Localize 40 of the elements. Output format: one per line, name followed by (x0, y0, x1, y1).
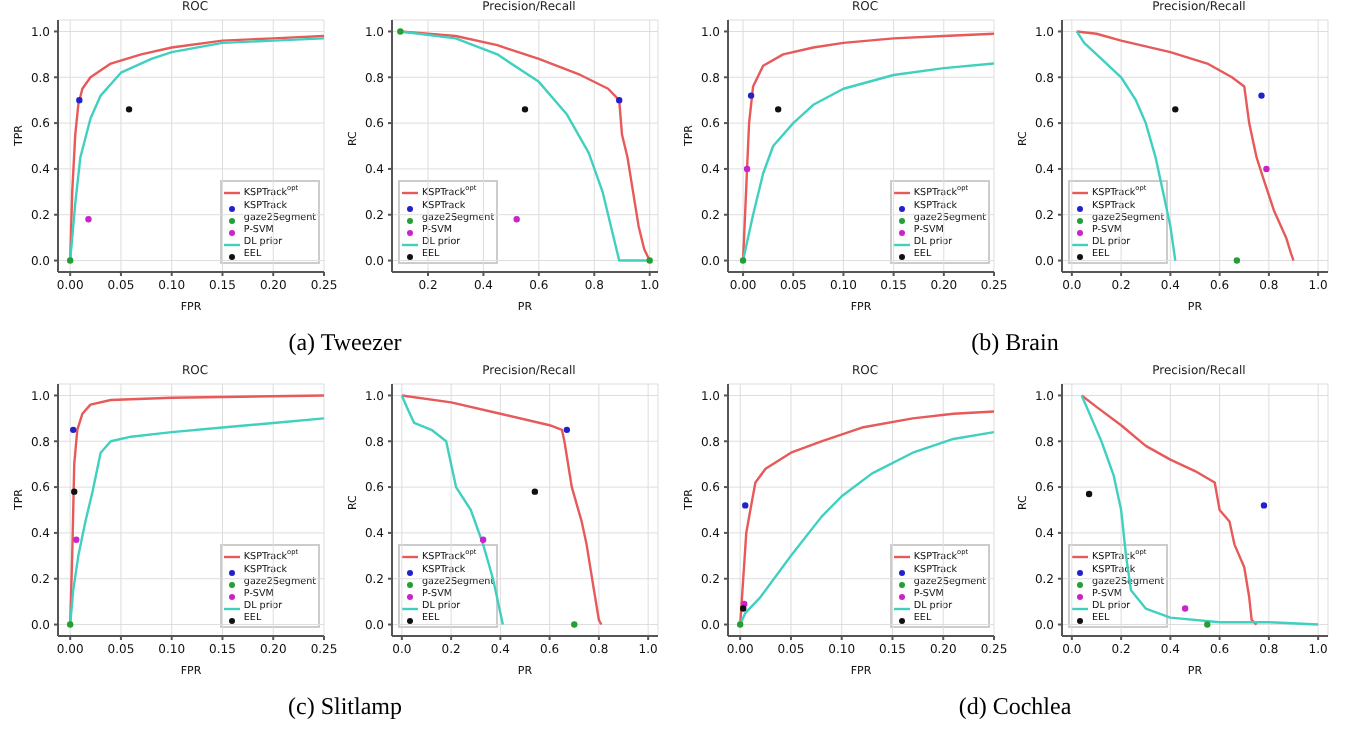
point (76, 97, 83, 104)
point (479, 536, 487, 543)
line-series (400, 394, 505, 626)
point (743, 165, 751, 173)
text: (d) Cochlea (958, 692, 1072, 720)
point (747, 92, 755, 99)
point (1233, 257, 1241, 264)
line-series (1075, 30, 1177, 262)
line-series (1075, 30, 1295, 262)
point (531, 488, 539, 495)
point (739, 257, 747, 264)
point (521, 106, 529, 113)
point (1263, 165, 1270, 173)
text: (c) Slitlamp (288, 692, 402, 720)
point (1260, 502, 1268, 509)
point (1181, 605, 1189, 612)
point (397, 28, 404, 35)
line-series (399, 30, 651, 262)
point (1258, 92, 1265, 99)
point (71, 488, 78, 495)
point (66, 621, 74, 628)
point (1172, 106, 1179, 113)
text: (a) Tweezer (288, 328, 402, 356)
point (616, 97, 623, 104)
point (1085, 490, 1093, 498)
point (70, 426, 77, 433)
point (85, 216, 92, 223)
point (563, 426, 571, 433)
point (571, 621, 578, 628)
text: (b) Brain (971, 328, 1059, 356)
point (66, 257, 74, 264)
line-series (1080, 394, 1258, 626)
line-series (1080, 394, 1320, 626)
point (73, 536, 80, 543)
line-series (400, 394, 603, 626)
point (775, 106, 782, 113)
point (513, 216, 520, 223)
point (646, 257, 653, 264)
point (125, 106, 133, 113)
point (1204, 621, 1211, 628)
